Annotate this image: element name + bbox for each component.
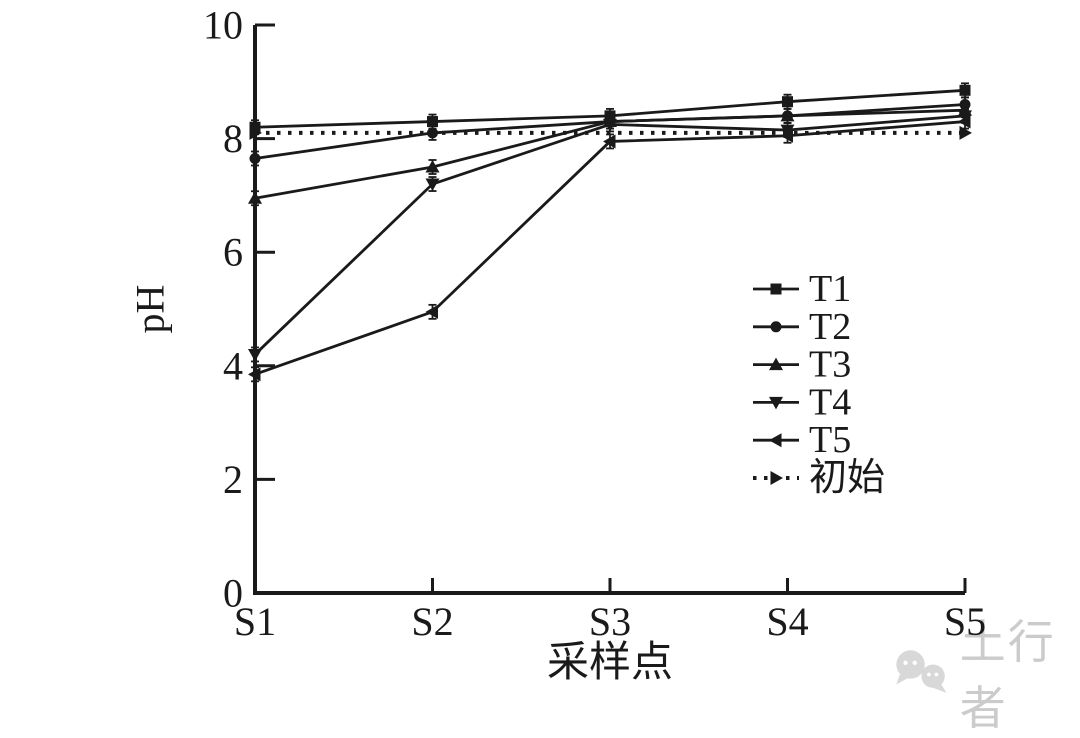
triangle-up-marker <box>248 191 262 204</box>
triangle-down-marker <box>248 348 262 362</box>
y-tick-label: 10 <box>203 3 243 48</box>
triangle-left-marker <box>248 367 261 382</box>
axes <box>253 23 967 595</box>
legend-item-T5: T5 <box>753 419 851 461</box>
series-T4 <box>248 107 972 363</box>
series-T5 <box>248 113 971 383</box>
circle-marker <box>770 321 782 333</box>
triangle-down-marker <box>603 118 617 132</box>
legend-label: T4 <box>809 381 851 423</box>
tick-labels: 0 2 4 6 8 10 S1 S2 S3 S4 S5 <box>203 3 986 645</box>
y-tick-label: 0 <box>223 571 243 616</box>
circle-marker <box>249 152 261 164</box>
wechat-bubbles-icon <box>896 650 947 693</box>
series-初始 <box>249 125 972 140</box>
legend-item-T3: T3 <box>753 344 851 386</box>
square-marker <box>427 116 438 128</box>
legend-label: T5 <box>809 419 851 461</box>
triangle-up-marker <box>780 108 795 122</box>
triangle-up-marker <box>425 160 440 173</box>
y-axis-title: pH <box>128 285 173 334</box>
square-marker <box>959 84 971 96</box>
triangle-right-marker <box>770 471 783 485</box>
legend-item-T4: T4 <box>753 381 851 423</box>
legend-item-T2: T2 <box>753 306 851 348</box>
square-marker <box>249 121 261 133</box>
legend-label: 初始 <box>809 457 885 499</box>
square-marker <box>782 96 793 108</box>
x-tick-label: S1 <box>234 599 276 644</box>
x-tick-label: S2 <box>411 599 453 644</box>
legend-item-初始: 初始 <box>753 457 885 499</box>
triangle-left-marker <box>958 114 971 129</box>
x-tick-label: S5 <box>944 599 986 644</box>
ph-line-chart-figure: 土行者 0 2 4 6 8 10 S1 S2 S3 S4 S5 采样点 pH T1 T2 T3 T4 T5 初始 <box>127 2 1054 734</box>
legend-label: T3 <box>809 344 851 386</box>
x-tick-label: S3 <box>589 599 631 644</box>
triangle-left-marker <box>603 134 616 149</box>
triangle-left-marker <box>780 128 793 143</box>
square-marker <box>770 283 782 295</box>
triangle-up-marker <box>769 357 783 371</box>
triangle-down-marker <box>769 396 783 410</box>
y-tick-label: 6 <box>223 230 243 275</box>
x-axis-title: 采样点 <box>547 640 673 686</box>
triangle-left-marker <box>769 433 782 448</box>
legend-label: T1 <box>809 268 851 310</box>
legend-label: T2 <box>809 306 851 348</box>
triangle-right-marker <box>249 125 262 140</box>
triangle-right-marker <box>959 125 972 140</box>
triangle-down-marker <box>425 178 440 192</box>
legend-item-T1: T1 <box>753 268 851 310</box>
x-tick-label: S4 <box>766 599 808 644</box>
y-tick-label: 2 <box>223 457 243 502</box>
y-tick-label: 8 <box>223 116 243 161</box>
y-tick-label: 4 <box>223 343 243 388</box>
triangle-left-marker <box>425 304 438 319</box>
